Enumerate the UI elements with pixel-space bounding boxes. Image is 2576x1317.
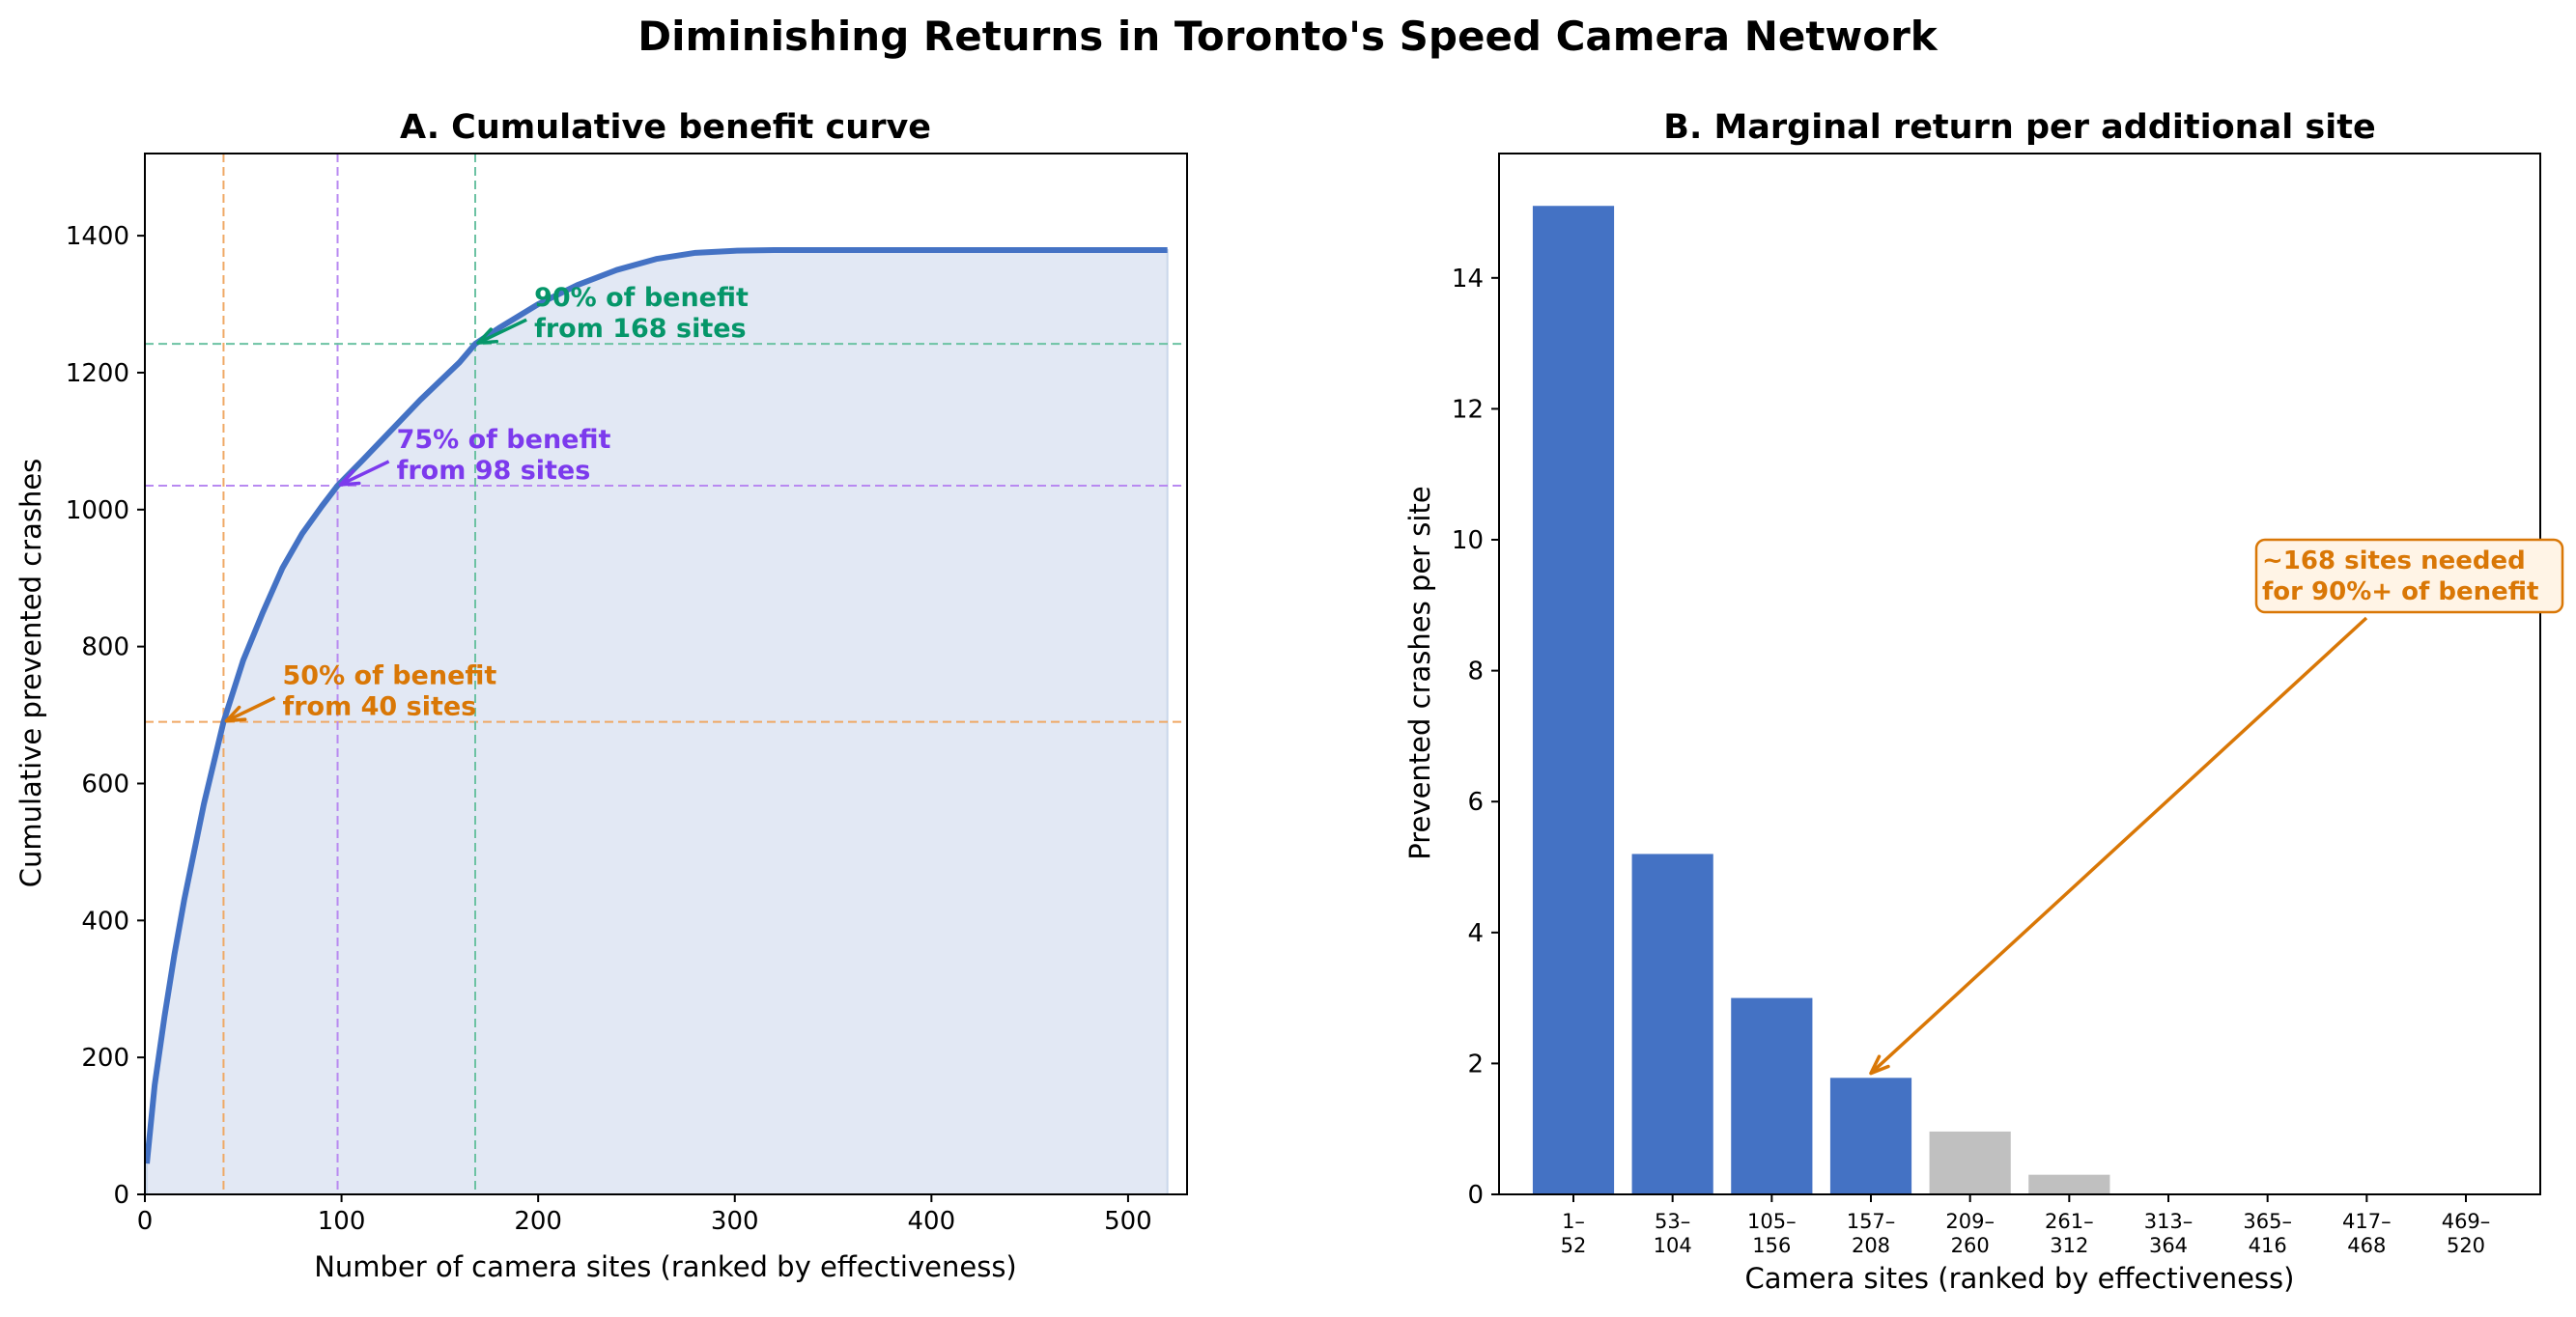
panel-b-y-axis-label: Prevented crashes per site [1403,486,1436,859]
cumulative-benefit-line [144,246,1168,1164]
bar-y-tick-label-2: 2 [1467,1050,1484,1079]
bar-y-tick-label-14: 14 [1452,265,1484,294]
bar-157–208 [1829,1078,1912,1194]
annotation-arrow-168-sites [477,318,527,345]
annotation-label-98-sites-line1: 75% of benefit [397,425,611,455]
panel-a-frame [144,153,1188,1195]
panel-b-plot-area: 1–5253–104105–156157–208209–260261–31231… [1452,153,2564,1257]
callout-label-line1: ~168 sites needed [2262,546,2526,575]
bar-category-label-7-line1: 365– [2243,1210,2292,1233]
annotation-arrow-40-sites [225,696,276,723]
y-tick-label-1000: 1000 [66,496,129,525]
annotation-arrowhead-168-sites [476,327,499,345]
y-tick-label-1200: 1200 [66,359,129,388]
bar-category-label-4-line1: 209– [1945,1210,1995,1233]
panel-a-cumulative-benefit: A. Cumulative benefit curve 50% of benef… [14,108,1188,1283]
callout-box [2254,538,2564,614]
panel-b-frame [1498,153,2541,1195]
bar-category-label-2-line1: 105– [1747,1210,1797,1233]
bar-category-label-3-line1: 157– [1847,1210,1896,1233]
bar-category-label-6-line1: 313– [2144,1210,2194,1233]
y-tick-label-400: 400 [81,907,129,936]
bar-y-tick-label-12: 12 [1452,395,1484,424]
bar-category-label-2-line2: 156 [1752,1234,1791,1257]
bar-category-label-0-line1: 1– [1562,1210,1585,1233]
annotation-label-98-sites-line2: from 98 sites [397,456,591,486]
y-tick-label-800: 800 [81,633,129,662]
y-tick-label-200: 200 [81,1044,129,1073]
bar-category-label-5-line1: 261– [2045,1210,2094,1233]
bar-category-label-6-line2: 364 [2149,1234,2188,1257]
annotation-label-168-sites-line1: 90% of benefit [534,283,749,313]
bar-category-label-4-line2: 260 [1951,1234,1990,1257]
bar-y-tick-label-8: 8 [1467,658,1484,687]
bar-y-tick-label-6: 6 [1467,788,1484,817]
x-tick-label-0: 0 [137,1207,154,1236]
annotation-label-40-sites-line1: 50% of benefit [283,661,497,691]
panel-a-title: A. Cumulative benefit curve [400,108,931,147]
callout-label-line2: for 90%+ of benefit [2262,577,2538,606]
bar-category-label-8-line2: 468 [2347,1234,2386,1257]
annotation-arrow-98-sites [339,460,390,487]
x-tick-label-200: 200 [514,1207,562,1236]
bar-category-label-3-line2: 208 [1852,1234,1890,1257]
callout-arrowhead [1869,1054,1890,1076]
callout-arrow [1869,616,2368,1075]
bar-category-label-8-line1: 417– [2342,1210,2392,1233]
x-tick-label-500: 500 [1104,1207,1152,1236]
bar-category-label-7-line2: 416 [2249,1234,2287,1257]
panel-b-x-axis-label: Camera sites (ranked by effectiveness) [1745,1262,2295,1295]
bar-y-tick-label-4: 4 [1467,919,1484,948]
figure-title: Diminishing Returns in Toronto's Speed C… [637,13,1939,60]
bar-1–52 [1532,206,1615,1194]
panel-a-y-axis-label: Cumulative prevented crashes [14,459,47,888]
annotation-label-168-sites-line2: from 168 sites [534,314,747,344]
bar-category-label-1-line1: 53– [1655,1210,1690,1233]
bar-y-tick-label-10: 10 [1452,526,1484,555]
y-tick-label-1400: 1400 [66,222,129,251]
panel-b-marginal-return: B. Marginal return per additional site 1… [1403,108,2564,1295]
bar-y-tick-label-0: 0 [1467,1181,1484,1210]
annotation-arrowhead-98-sites [338,469,361,487]
x-tick-label-300: 300 [711,1207,759,1236]
bar-category-label-5-line2: 312 [2050,1234,2088,1257]
x-tick-label-400: 400 [908,1207,956,1236]
annotation-arrowhead-40-sites [224,705,247,723]
bar-category-label-9-line1: 469– [2442,1210,2491,1233]
bar-category-label-9-line2: 520 [2447,1234,2485,1257]
x-tick-label-100: 100 [318,1207,366,1236]
panel-b-title: B. Marginal return per additional site [1663,108,2375,147]
bar-category-label-1-line2: 104 [1654,1234,1692,1257]
bar-209–260 [1929,1131,2011,1194]
bar-category-label-0-line2: 52 [1561,1234,1587,1257]
annotation-label-40-sites-line2: from 40 sites [283,692,477,722]
bar-261–312 [2028,1174,2110,1194]
bar-105–156 [1731,997,1813,1194]
panel-a-x-axis-label: Number of camera sites (ranked by effect… [314,1250,1017,1283]
y-tick-label-600: 600 [81,770,129,799]
y-tick-label-0: 0 [113,1181,129,1210]
bar-53–104 [1631,854,1713,1194]
